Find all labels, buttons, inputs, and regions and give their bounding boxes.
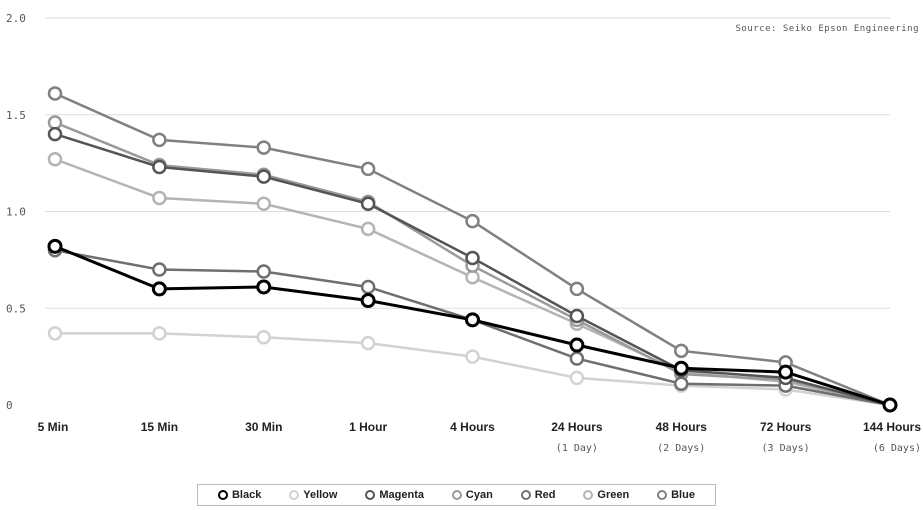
legend-label: Black	[231, 489, 262, 501]
x-tick-label: 4 Hours	[450, 420, 495, 434]
data-point	[47, 126, 63, 142]
data-point	[569, 370, 585, 386]
data-point	[256, 264, 271, 279]
data-point	[882, 397, 898, 413]
data-point	[569, 281, 585, 297]
legend-item-yellow: Yellow	[289, 489, 337, 501]
x-tick-label: 24 Hours	[551, 420, 603, 434]
x-tick-label: 48 Hours	[656, 420, 708, 434]
data-point	[360, 196, 376, 212]
data-point	[465, 349, 480, 364]
y-tick-label: 2.0	[6, 12, 26, 25]
legend-marker-icon	[451, 490, 462, 500]
legend-marker-icon	[217, 490, 228, 500]
data-point	[465, 250, 480, 266]
legend-label: Blue	[671, 489, 695, 501]
data-point	[360, 293, 376, 309]
chart-legend: Black Yellow Magenta Cyan Red Green Blue	[197, 484, 716, 506]
y-tick-label: 0	[6, 399, 13, 412]
series-layer	[47, 86, 898, 413]
data-point	[47, 326, 63, 341]
data-point	[256, 196, 271, 212]
x-tick-label: 30 Min	[245, 420, 282, 434]
data-point	[569, 351, 585, 366]
x-tick-label: 144 Hours	[863, 420, 921, 434]
data-point	[674, 376, 689, 391]
x-tick-sublabel: (3 Days)	[762, 443, 810, 454]
data-point	[360, 335, 376, 351]
data-point	[569, 337, 585, 353]
data-point	[152, 326, 167, 341]
legend-label: Magenta	[379, 489, 424, 501]
data-point	[256, 169, 271, 184]
data-point	[47, 86, 63, 101]
chart-source: Source: Seiko Epson Engineering	[736, 24, 919, 34]
legend-label: Yellow	[303, 489, 338, 501]
data-point	[151, 281, 167, 297]
legend-label: Cyan	[465, 489, 493, 501]
data-point	[673, 360, 689, 376]
legend-item-black: Black	[217, 489, 262, 501]
data-point	[47, 115, 63, 130]
data-point	[152, 159, 167, 175]
grid-layer	[45, 17, 890, 309]
legend-label: Green	[597, 489, 630, 501]
series-yellow	[47, 326, 898, 413]
x-axis-ticks: 5 Min 15 Min 30 Min 1 Hour 4 Hours 24 Hours (1…	[38, 420, 922, 454]
data-point	[47, 152, 63, 167]
x-tick-sublabel: (1 Day)	[556, 443, 598, 454]
x-tick-label: 5 Min	[38, 420, 69, 434]
data-point	[465, 270, 480, 285]
legend-marker-icon	[289, 490, 300, 500]
data-point	[152, 190, 167, 206]
data-point	[465, 312, 480, 328]
legend-item-magenta: Magenta	[365, 489, 424, 501]
legend-label: Red	[534, 489, 556, 501]
series-black	[47, 238, 898, 413]
data-point	[778, 364, 794, 380]
legend-marker-icon	[520, 490, 531, 500]
data-point	[152, 132, 167, 148]
legend-item-cyan: Cyan	[451, 489, 493, 501]
legend-marker-icon	[657, 490, 668, 500]
data-point	[47, 238, 63, 254]
data-point	[256, 279, 272, 295]
legend-marker-icon	[583, 490, 594, 500]
x-tick-label: 15 Min	[141, 420, 178, 434]
x-tick-sublabel: (6 Days)	[873, 443, 921, 454]
data-point	[256, 140, 271, 155]
data-point	[152, 262, 167, 277]
x-tick-sublabel: (2 Days)	[657, 443, 705, 454]
series-line	[55, 332, 891, 407]
x-tick-label: 72 Hours	[760, 420, 812, 434]
legend-item-blue: Blue	[657, 489, 695, 501]
legend-marker-icon	[365, 490, 376, 500]
data-point	[569, 308, 585, 324]
data-point	[674, 343, 689, 359]
legend-item-red: Red	[520, 489, 556, 501]
y-tick-label: 1.0	[6, 206, 26, 219]
legend-item-green: Green	[583, 489, 629, 501]
y-axis-ticks: 0 0.5 1.0 1.5 2.0	[6, 12, 26, 412]
data-point	[256, 330, 271, 345]
y-tick-label: 0.5	[6, 302, 26, 315]
data-point	[360, 161, 376, 177]
data-point	[360, 221, 376, 237]
x-tick-label: 1 Hour	[349, 420, 387, 434]
data-point	[360, 279, 376, 295]
data-point	[465, 213, 480, 229]
y-tick-label: 1.5	[6, 109, 26, 122]
